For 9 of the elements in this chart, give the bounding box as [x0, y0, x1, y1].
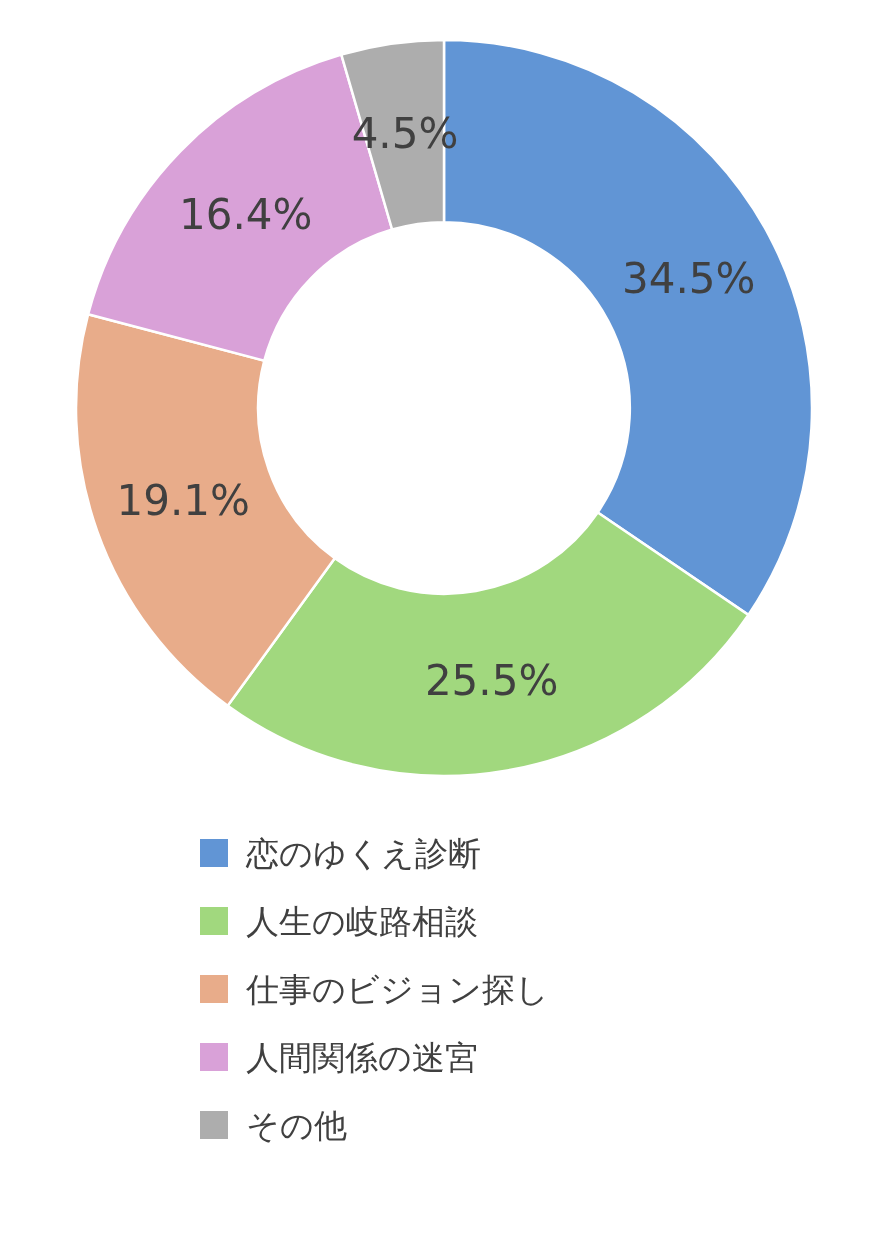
- data-label: 34.5%: [622, 253, 756, 303]
- legend-label: 人間関係の迷宮: [246, 1037, 478, 1077]
- legend-label: その他: [246, 1105, 347, 1145]
- data-label: 25.5%: [424, 656, 559, 706]
- legend-label: 人生の岐路相談: [246, 901, 478, 941]
- data-label: 16.4%: [179, 190, 313, 240]
- legend-label: 恋のゆくえ診断: [245, 833, 481, 873]
- legend-label: 仕事のビジョン探し: [245, 969, 549, 1009]
- data-label: 19.1%: [116, 476, 250, 526]
